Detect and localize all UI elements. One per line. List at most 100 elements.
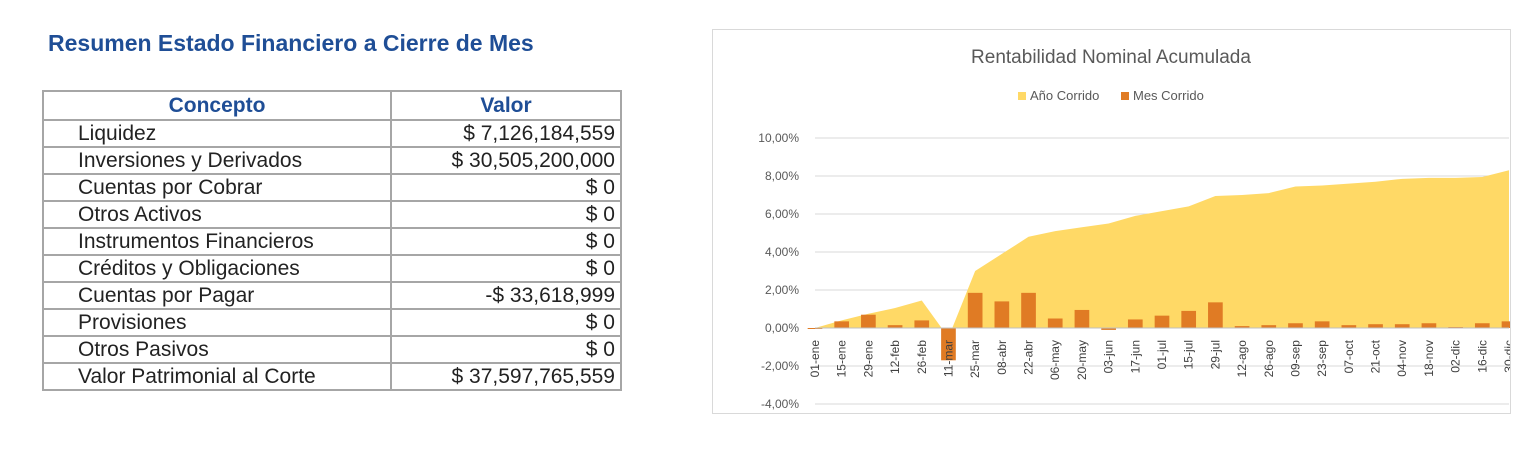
table-row: Cuentas por Pagar -$ 33,618,999 [42,281,622,310]
summary-table: Concepto Valor Liquidez $ 7,126,184,559 I… [42,90,622,391]
bar-mes-corrido [1421,323,1437,328]
bar-mes-corrido [1047,318,1063,328]
table-row: Cuentas por Cobrar $ 0 [42,173,622,202]
x-tick-label: 18-nov [1422,340,1436,377]
row-value: $ 0 [390,227,622,256]
bar-mes-corrido [1181,310,1197,328]
bar-mes-corrido [1074,309,1090,328]
table-row: Provisiones $ 0 [42,308,622,337]
legend-swatch-ano-corrido [1018,92,1026,100]
x-tick-label: 03-jun [1102,340,1116,373]
row-value: -$ 33,618,999 [390,281,622,310]
bar-mes-corrido [994,301,1010,328]
x-tick-label: 29-jul [1208,340,1222,369]
row-value: $ 30,505,200,000 [390,146,622,175]
bar-mes-corrido [1101,328,1116,330]
bar-mes-corrido [861,314,876,328]
bar-mes-corrido [1501,321,1510,328]
row-concept: Inversiones y Derivados [42,146,392,175]
table-row: Otros Pasivos $ 0 [42,335,622,364]
x-tick-label: 26-feb [915,340,929,374]
chart-svg: -4,00% -2,00% 0,00% 2,00% 4,00% 6,00% 8,00% 10,… [758,47,1510,411]
row-concept: Cuentas por Cobrar [42,173,392,202]
legend-swatch-mes-corrido [1121,92,1129,100]
x-tick-label: 22-abr [1022,340,1036,375]
table-row: Inversiones y Derivados $ 30,505,200,000 [42,146,622,175]
bar-mes-corrido [1474,323,1490,328]
y-tick-label: 2,00% [765,283,799,297]
row-value: $ 0 [390,335,622,364]
row-concept: Cuentas por Pagar [42,281,392,310]
x-tick-label: 20-may [1075,340,1089,380]
y-tick-label: 10,00% [758,131,799,145]
row-concept: Provisiones [42,308,392,337]
series-area-ano-corrido [815,170,1509,338]
x-tick-label: 15-ene [835,340,849,378]
x-tick-label: 11-mar [941,340,955,377]
bar-mes-corrido [941,328,956,361]
bar-mes-corrido [1288,323,1303,328]
x-tick-label: 30-dic [1502,340,1510,373]
chart-title: Rentabilidad Nominal Acumulada [971,47,1251,68]
x-tick-label: 15-jul [1182,340,1196,369]
row-concept: Valor Patrimonial al Corte [42,362,392,391]
header-value: Valor [390,90,622,121]
table-row: Liquidez $ 7,126,184,559 [42,119,622,148]
x-tick-label: 01-ene [808,340,822,378]
bar-mes-corrido [887,325,903,328]
x-tick-label: 12-ago [1235,340,1249,378]
bar-mes-corrido [914,320,930,328]
x-tick-label: 16-dic [1475,340,1489,373]
row-concept: Otros Activos [42,200,392,229]
x-tick-label: 25-mar [968,340,982,378]
legend-label-ano-corrido: Año Corrido [1030,88,1099,103]
bar-mes-corrido [1368,324,1383,328]
bar-mes-corrido [1261,325,1277,328]
chart-legend: Año Corrido Mes Corrido [1018,88,1204,103]
row-value: $ 0 [390,173,622,202]
bar-mes-corrido [1234,326,1250,328]
y-tick-label: -4,00% [761,397,799,411]
report-title: Resumen Estado Financiero a Cierre de Me… [48,30,534,56]
y-tick-label: 4,00% [765,245,799,259]
row-value: $ 7,126,184,559 [390,119,622,148]
bar-mes-corrido [1021,292,1036,328]
x-tick-label: 26-ago [1262,340,1276,378]
y-tick-label: 0,00% [765,321,799,335]
x-tick-label: 08-abr [995,340,1009,375]
row-concept: Otros Pasivos [42,335,392,364]
row-value: $ 0 [390,254,622,283]
table-row: Créditos y Obligaciones $ 0 [42,254,622,283]
x-tick-label: 29-ene [861,340,875,378]
chart-panel: -4,00% -2,00% 0,00% 2,00% 4,00% 6,00% 8,00% 10,… [712,29,1511,414]
bar-mes-corrido [834,321,850,328]
bar-mes-corrido [967,292,983,328]
bar-mes-corrido [1154,315,1170,328]
bar-mes-corrido [1127,319,1143,328]
table-row: Valor Patrimonial al Corte $ 37,597,765,5… [42,362,622,391]
row-concept: Instrumentos Financieros [42,227,392,256]
table-header-row: Concepto Valor [42,90,622,121]
header-concept: Concepto [42,90,392,121]
y-tick-label: -2,00% [761,359,799,373]
table-row: Instrumentos Financieros $ 0 [42,227,622,256]
row-value: $ 0 [390,308,622,337]
x-tick-label: 17-jun [1128,340,1142,373]
x-tick-label: 23-sep [1315,340,1329,377]
bar-mes-corrido [1394,324,1410,328]
x-tick-label: 01-jul [1155,340,1169,369]
x-tick-label: 02-dic [1449,340,1463,373]
y-tick-label: 6,00% [765,207,799,221]
bar-mes-corrido [1208,302,1223,328]
legend-label-mes-corrido: Mes Corrido [1133,88,1204,103]
row-concept: Créditos y Obligaciones [42,254,392,283]
row-value: $ 37,597,765,559 [390,362,622,391]
x-tick-label: 09-sep [1288,340,1302,377]
row-value: $ 0 [390,200,622,229]
x-tick-label: 04-nov [1395,340,1409,377]
bar-mes-corrido [1314,321,1330,328]
y-tick-label: 8,00% [765,169,799,183]
table-row: Otros Activos $ 0 [42,200,622,229]
x-tick-label: 12-feb [888,340,902,374]
x-tick-label: 06-may [1048,340,1062,380]
